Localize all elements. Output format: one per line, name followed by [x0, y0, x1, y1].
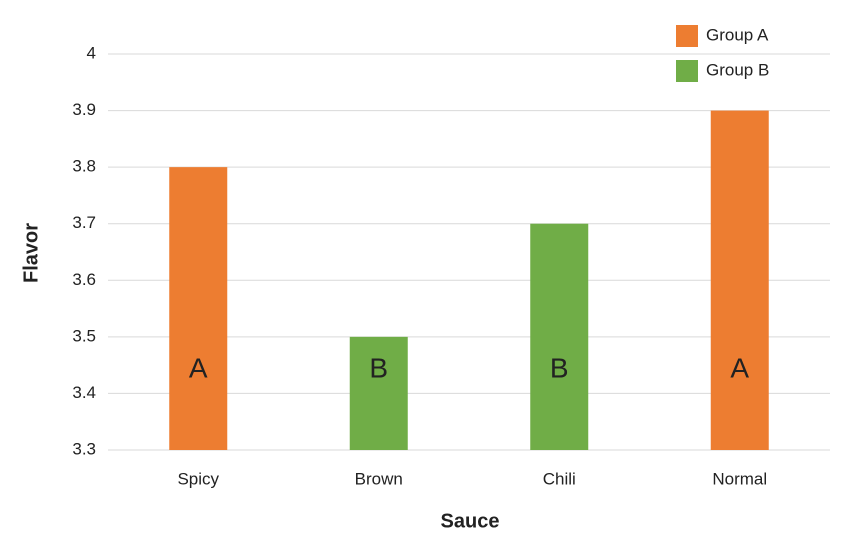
legend-label: Group A: [706, 25, 769, 44]
y-axis-title: Flavor: [20, 223, 42, 283]
bar: [349, 336, 408, 450]
group-letter: B: [369, 352, 388, 383]
y-tick-label: 3.3: [72, 439, 96, 458]
x-tick-label: Normal: [712, 469, 767, 488]
x-axis-title: Sauce: [441, 510, 500, 532]
y-tick-label: 3.4: [72, 383, 96, 402]
y-tick-label: 3.6: [72, 270, 96, 289]
y-tick-label: 4: [87, 43, 96, 62]
x-tick-label: Chili: [543, 469, 576, 488]
y-tick-label: 3.5: [72, 326, 96, 345]
bar: [169, 167, 228, 450]
y-tick-label: 3.8: [72, 157, 96, 176]
x-tick-label: Spicy: [177, 469, 219, 488]
group-letter: B: [550, 352, 569, 383]
legend-label: Group B: [706, 60, 769, 79]
bar: [530, 223, 589, 450]
bar: [710, 110, 769, 451]
group-letter: A: [189, 352, 208, 383]
group-letter: A: [730, 352, 749, 383]
y-tick-label: 3.9: [72, 100, 96, 119]
x-tick-label: Brown: [355, 469, 403, 488]
y-tick-label: 3.7: [72, 213, 96, 232]
legend-swatch: [676, 25, 698, 47]
legend-swatch: [676, 60, 698, 82]
